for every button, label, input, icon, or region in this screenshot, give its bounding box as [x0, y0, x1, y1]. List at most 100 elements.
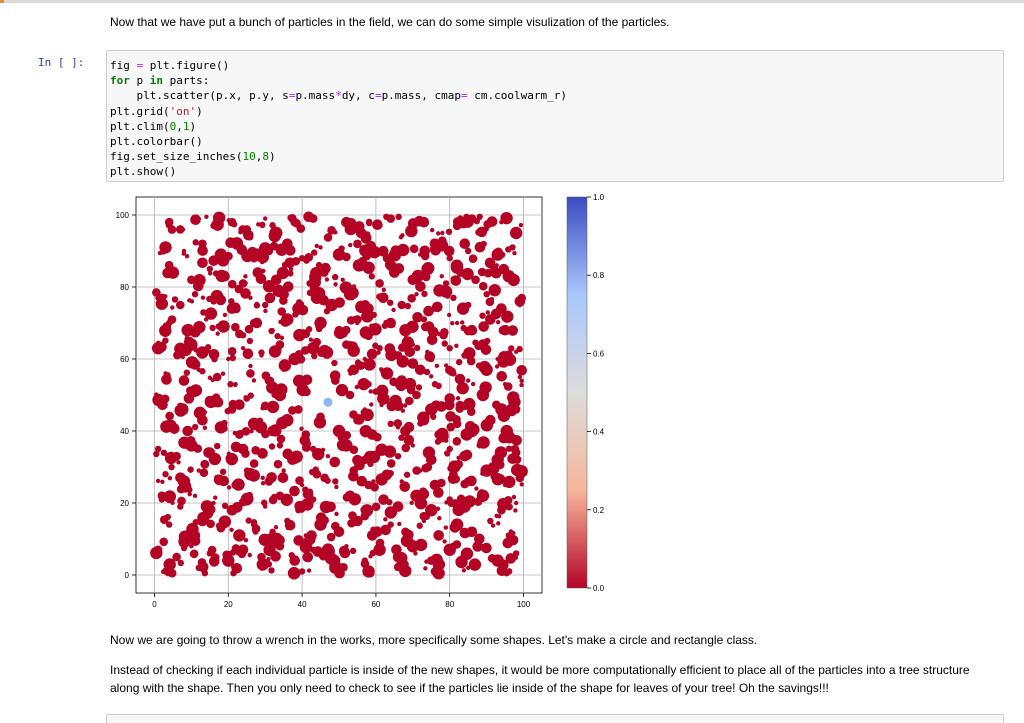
scatter-point — [392, 504, 397, 510]
scatter-point — [253, 302, 261, 309]
scatter-point — [443, 245, 455, 257]
scatter-point — [480, 490, 488, 497]
scatter-point — [200, 295, 206, 300]
scatter-point — [445, 365, 454, 375]
scatter-point — [296, 224, 306, 233]
scatter-point — [353, 221, 365, 232]
scatter-point — [434, 438, 442, 445]
scatter-point — [305, 503, 310, 509]
scatter-point — [247, 392, 254, 399]
scatter-point — [246, 491, 253, 499]
scatter-point — [487, 553, 497, 563]
scatter-point — [371, 502, 381, 512]
scatter-point — [490, 312, 498, 320]
code-editor[interactable]: fig = plt.figure() for p in parts: plt.s… — [107, 51, 1003, 180]
scatter-point — [450, 294, 457, 301]
scatter-point — [289, 485, 300, 497]
scatter-point — [324, 477, 331, 484]
scatter-point — [162, 267, 173, 279]
scatter-point — [348, 470, 359, 482]
scatter-point — [338, 245, 345, 252]
scatter-point — [360, 559, 370, 569]
scatter-point — [206, 265, 214, 273]
scatter-point — [360, 408, 370, 417]
scatter-point — [243, 395, 248, 400]
scatter-point — [354, 384, 360, 390]
scatter-point — [192, 519, 199, 526]
scatter-point — [318, 344, 331, 358]
scatter-point — [401, 443, 411, 453]
scatter-point — [193, 320, 206, 334]
scatter-point — [255, 273, 267, 285]
scatter-point — [397, 300, 407, 310]
scatter-point — [494, 247, 503, 257]
scatter-point — [479, 381, 492, 394]
scatter-point — [424, 268, 430, 274]
scatter-point — [398, 235, 404, 240]
scatter-point — [318, 294, 329, 306]
scatter-point — [506, 568, 513, 575]
scatter-point — [189, 299, 195, 304]
scatter-point — [221, 502, 229, 510]
scatter-point — [342, 252, 351, 262]
scatter-point — [251, 474, 257, 480]
scatter-point — [384, 343, 396, 354]
scatter-point — [229, 354, 237, 362]
scatter-point — [258, 564, 266, 571]
scatter-point — [157, 491, 167, 500]
scatter-point — [225, 452, 239, 466]
scatter-point — [290, 406, 296, 412]
scatter-point — [154, 445, 162, 453]
scatter-point — [287, 454, 298, 465]
scatter-point — [199, 368, 206, 375]
scatter-point — [326, 504, 333, 511]
scatter-point — [455, 358, 463, 366]
scatter-point — [293, 328, 306, 342]
scatter-point — [437, 478, 446, 488]
scatter-point — [295, 299, 303, 306]
scatter-point — [192, 239, 199, 246]
scatter-point — [160, 394, 170, 404]
scatter-point — [162, 567, 167, 573]
scatter-point — [361, 310, 374, 323]
scatter-point — [423, 462, 433, 472]
scatter-point — [163, 294, 168, 299]
scatter-point — [349, 547, 357, 555]
scatter-point — [230, 221, 238, 228]
scatter-point — [444, 399, 455, 411]
scatter-point — [323, 233, 333, 242]
scatter-point — [487, 462, 500, 475]
scatter-point — [507, 325, 518, 336]
scatter-point — [256, 417, 264, 424]
scatter-point — [249, 459, 259, 468]
scatter-point — [156, 341, 167, 353]
scatter-point — [436, 427, 449, 441]
scatter-point — [478, 321, 489, 332]
scatter-point — [458, 525, 463, 530]
scatter-point — [446, 345, 453, 352]
scatter-point — [455, 555, 468, 569]
scatter-point — [155, 297, 169, 310]
scatter-point — [272, 345, 282, 354]
scatter-point — [365, 240, 377, 252]
scatter-point — [303, 257, 310, 264]
scatter-point — [459, 238, 471, 250]
scatter-point — [240, 346, 246, 351]
scatter-point — [365, 218, 373, 226]
scatter-point — [278, 494, 284, 499]
scatter-point — [268, 327, 275, 335]
scatter-point — [459, 527, 471, 539]
scatter-point — [473, 217, 481, 225]
scatter-point — [460, 320, 465, 325]
code-cell[interactable]: fig = plt.figure() for p in parts: plt.s… — [106, 50, 1004, 182]
scatter-point — [413, 551, 418, 556]
scatter-point — [287, 214, 294, 221]
cell-prompt: In [ ]: — [38, 56, 85, 69]
scatter-point — [177, 559, 184, 567]
scatter-point — [181, 251, 186, 256]
scatter-point — [281, 468, 286, 473]
scatter-point — [411, 245, 419, 253]
scatter-point — [312, 466, 319, 473]
scatter-point — [180, 375, 186, 381]
y-tick-label: 60 — [120, 355, 129, 364]
